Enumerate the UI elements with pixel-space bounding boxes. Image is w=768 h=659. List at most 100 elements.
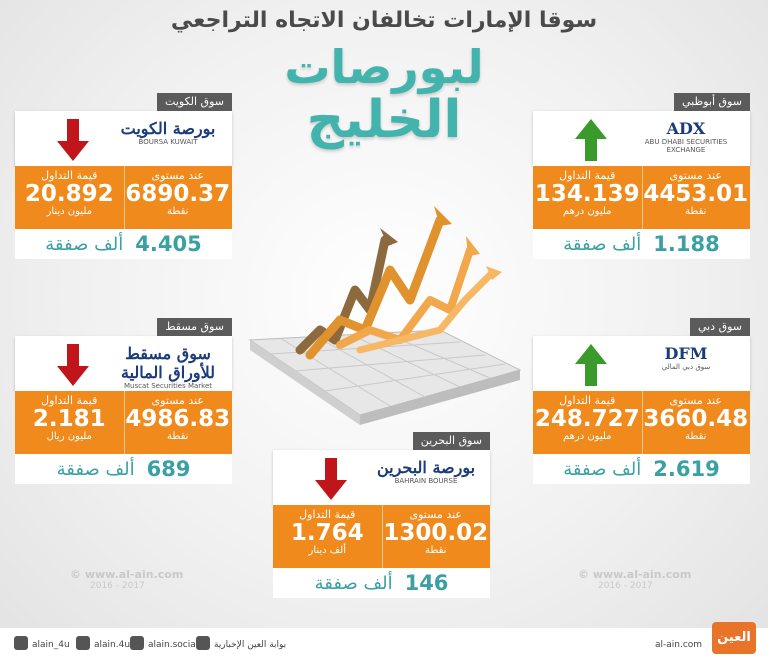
level-label: عند مستوى: [669, 169, 722, 182]
arrow-down: [57, 344, 89, 386]
market-name: سوق الكويت: [157, 93, 232, 111]
arrow-down: [57, 119, 89, 161]
value-unit: مليون درهم: [562, 431, 612, 442]
trading-value: 134.139: [534, 181, 640, 207]
stats-panel: عند مستوى 3660.48 نقطة قيمة التداول 248.727 م…: [533, 391, 750, 454]
market-logo: سوق مسقط للأوراق المالية Muscat Securitie…: [118, 344, 218, 390]
instagram-icon[interactable]: [76, 636, 90, 650]
logo-text: DFM: [664, 344, 708, 363]
footer-link[interactable]: al-ain.com: [655, 640, 703, 650]
stats-panel: عند مستوى 4986.83 نقطة قيمة التداول 2.181 ملي…: [15, 391, 232, 454]
arrow-shape: [57, 344, 89, 386]
facebook-icon[interactable]: [130, 636, 144, 650]
deals-unit: ألف صفقة: [314, 572, 393, 594]
deals-value: 1.188: [653, 232, 720, 256]
value-unit: مليون دينار: [46, 206, 92, 217]
market-card: سوق مسقط سوق مسقط للأوراق المالية Muscat S…: [15, 318, 232, 484]
level-label: عند مستوى: [151, 169, 204, 182]
watermark: © www.al-ain.com 2016 - 2017: [578, 568, 691, 591]
trading-value: 2.181: [32, 406, 106, 432]
footer: [0, 628, 768, 659]
logo-text: ADX: [666, 119, 706, 138]
youtube-icon[interactable]: [196, 636, 210, 650]
value-column: قيمة التداول 248.727 مليون درهم: [533, 391, 643, 454]
value-column: قيمة التداول 20.892 مليون دينار: [15, 166, 125, 229]
arrow-shape: [57, 119, 89, 161]
deals-unit: ألف صفقة: [563, 233, 642, 255]
arrow-down: [315, 458, 347, 500]
level-value: 3660.48: [643, 406, 749, 432]
footer-link[interactable]: alain.social: [148, 640, 199, 650]
brand-logo: العين: [712, 622, 756, 654]
value-label: قيمة التداول: [559, 394, 616, 407]
deals-value: 146: [404, 571, 449, 595]
deals-row: 1.188 ألف صفقة: [533, 229, 750, 259]
watermark: © www.al-ain.com 2016 - 2017: [70, 568, 183, 591]
value-unit: ألف دينار: [308, 545, 347, 556]
market-card: سوق البحرين بورصة البحرين BAHRAIN BOURSE عن…: [273, 432, 490, 598]
level-unit: نقطة: [685, 206, 707, 217]
level-unit: نقطة: [425, 545, 447, 556]
value-label: قيمة التداول: [559, 169, 616, 182]
level-value: 4986.83: [125, 406, 231, 432]
value-label: قيمة التداول: [41, 394, 98, 407]
card-header: [15, 111, 232, 166]
logo-subtext: Muscat Securities Market: [123, 382, 213, 390]
arrow-shape: [575, 119, 607, 161]
logo-subtext: BAHRAIN BOURSE: [394, 477, 458, 485]
trading-value: 1.764: [290, 520, 364, 546]
deals-value: 4.405: [135, 232, 202, 256]
market-logo: بورصة الكويت BOURSA KUWAIT: [118, 119, 218, 159]
card-header: [533, 336, 750, 391]
level-value: 6890.37: [125, 181, 231, 207]
value-column: قيمة التداول 134.139 مليون درهم: [533, 166, 643, 229]
logo-text: بورصة الكويت: [120, 119, 216, 138]
deals-unit: ألف صفقة: [563, 458, 642, 480]
level-column: عند مستوى 4453.01 نقطة: [642, 166, 751, 229]
value-label: قيمة التداول: [299, 508, 356, 521]
stats-panel: عند مستوى 4453.01 نقطة قيمة التداول 134.139 م…: [533, 166, 750, 229]
logo-subtext: ABU DHABI SECURITIES EXCHANGE: [644, 138, 728, 154]
card-header: [273, 450, 490, 505]
center-graphic: [248, 206, 522, 425]
market-logo: DFM سوق دبي المالي: [636, 344, 736, 384]
footer-link[interactable]: alain.4u: [94, 640, 131, 650]
arrow-up: [575, 119, 607, 161]
subtitle: لبورصات: [284, 40, 484, 94]
level-unit: نقطة: [167, 206, 189, 217]
level-label: عند مستوى: [409, 508, 462, 521]
watermark-text: © www.al-ain.com: [70, 568, 184, 581]
level-label: عند مستوى: [669, 394, 722, 407]
subtitle: الخليج: [306, 90, 462, 150]
title: سوقا الإمارات تخالفان الاتجاه التراجعي: [170, 8, 598, 33]
arrow-up: [575, 344, 607, 386]
level-column: عند مستوى 1300.02 نقطة: [382, 505, 491, 568]
market-name: سوق أبوظبي: [674, 93, 750, 111]
level-unit: نقطة: [685, 431, 707, 442]
card-header: [15, 336, 232, 391]
footer-link[interactable]: بوابة العين الإخبارية: [214, 640, 287, 650]
footer-link[interactable]: alain_4u: [32, 640, 70, 650]
card-header: [533, 111, 750, 166]
value-unit: مليون ريال: [46, 431, 92, 442]
market-logo: ADX ABU DHABI SECURITIES EXCHANGE: [636, 119, 736, 159]
deals-row: 689 ألف صفقة: [15, 454, 232, 484]
level-value: 1300.02: [383, 520, 489, 546]
value-column: قيمة التداول 1.764 ألف دينار: [273, 505, 383, 568]
deals-value: 689: [146, 457, 191, 481]
deals-unit: ألف صفقة: [56, 458, 135, 480]
stats-panel: عند مستوى 1300.02 نقطة قيمة التداول 1.764 ألف…: [273, 505, 490, 568]
deals-row: 4.405 ألف صفقة: [15, 229, 232, 259]
twitter-icon[interactable]: [14, 636, 28, 650]
market-card: سوق الكويت بورصة الكويت BOURSA KUWAIT عند م…: [15, 93, 232, 259]
market-name: سوق دبي: [689, 318, 750, 336]
watermark-years: 2016 - 2017: [90, 581, 145, 591]
trading-value: 20.892: [24, 181, 114, 207]
market-name: سوق البحرين: [412, 432, 490, 450]
logo-text: سوق مسقط للأوراق المالية: [120, 344, 216, 382]
value-unit: مليون درهم: [562, 206, 612, 217]
market-name: سوق مسقط: [157, 318, 232, 336]
level-unit: نقطة: [167, 431, 189, 442]
level-label: عند مستوى: [151, 394, 204, 407]
deals-value: 2.619: [653, 457, 720, 481]
